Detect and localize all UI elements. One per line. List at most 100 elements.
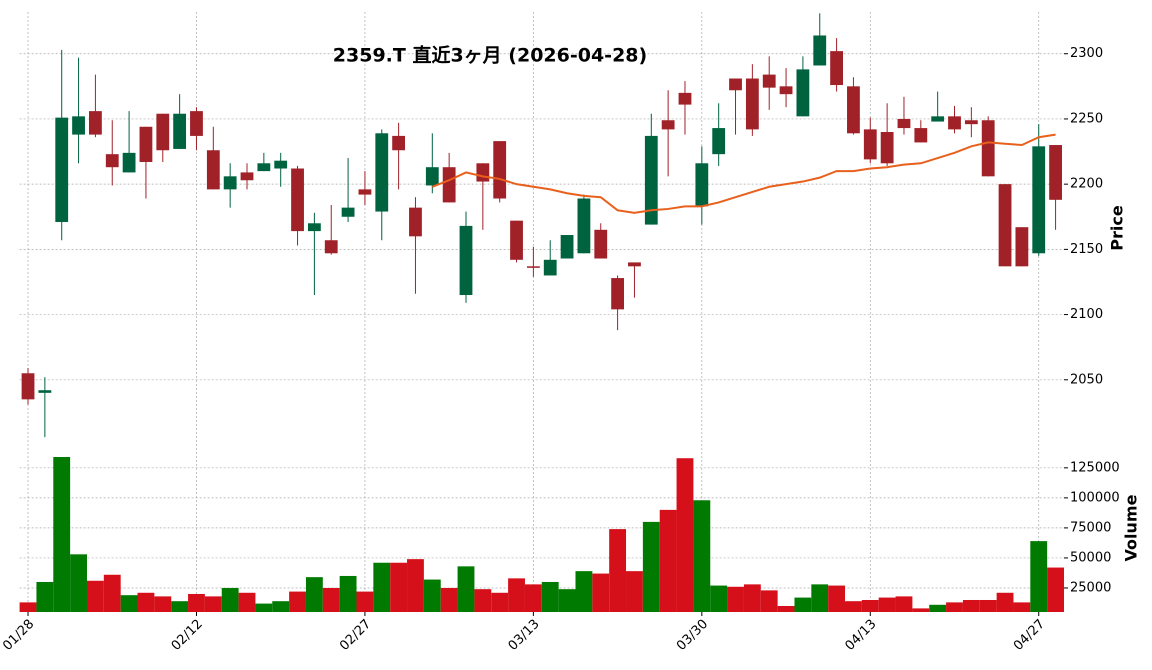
volume-bar [305, 577, 323, 612]
candle-body [779, 86, 793, 95]
candle-body [190, 111, 203, 136]
volume-bar [322, 587, 340, 612]
y-tick-label: 2300 [1070, 46, 1103, 61]
volume-bar [524, 584, 542, 612]
volume-bar [137, 592, 155, 612]
volume-bar [339, 575, 357, 612]
candle-body [981, 120, 995, 177]
x-tick-label: 02/12 [169, 617, 206, 654]
volume-bar [423, 579, 441, 612]
candle-body [105, 154, 119, 168]
candle-body [543, 259, 557, 276]
volume-bar [474, 589, 492, 612]
volume-axis-label: Volume [1122, 494, 1141, 561]
candle-body [72, 116, 85, 135]
volume-bar [609, 529, 627, 612]
candle-body [830, 51, 843, 86]
candle-body [762, 74, 776, 88]
candle-body [459, 225, 473, 296]
candle-body [240, 172, 254, 181]
candle-body [931, 116, 945, 122]
volume-bar [407, 559, 424, 612]
volume-bar [238, 592, 256, 612]
y-axis-label: Price [1108, 205, 1127, 251]
candle-body [358, 189, 372, 195]
candle-body [324, 240, 338, 254]
volume-bar [120, 595, 138, 612]
volume-bar [727, 586, 744, 612]
volume-bar [1030, 541, 1048, 612]
volume-bar [1047, 567, 1064, 612]
x-tick-label: 04/27 [1011, 617, 1048, 654]
candle-body [628, 262, 641, 267]
volume-tick-label: 125000 [1070, 460, 1120, 475]
candle-body [560, 235, 574, 259]
candle-body [257, 163, 271, 172]
volume-bar [204, 596, 222, 612]
candle-body [392, 135, 406, 151]
volume-tick-label: 25000 [1070, 580, 1111, 595]
candle-body [745, 78, 759, 130]
candle-body [644, 135, 658, 225]
candle-body [914, 128, 928, 143]
volume-bar [693, 500, 711, 612]
candle-body [409, 207, 422, 237]
volume-bar [760, 590, 778, 612]
volume-bar [777, 605, 795, 612]
volume-bar [541, 581, 559, 612]
x-tick-label: 03/13 [506, 617, 543, 654]
candle-body [897, 118, 911, 129]
volume-bar [659, 509, 677, 612]
candle-body [611, 278, 625, 310]
volume-tick-label: 75000 [1070, 520, 1111, 535]
candle-body [948, 116, 961, 130]
volume-bar [36, 581, 54, 612]
candle-body [274, 160, 288, 169]
volume-bar [491, 592, 509, 612]
candle-body [813, 35, 827, 66]
y-tick-label: 2200 [1070, 177, 1103, 192]
candle-body [476, 163, 490, 182]
volume-bar [962, 599, 980, 612]
candle-body [156, 113, 170, 151]
volume-bar [828, 585, 846, 612]
candle-body [425, 167, 439, 186]
volume-bar [272, 601, 290, 612]
volume-bar [289, 591, 306, 612]
volume-bar [70, 554, 87, 612]
candle-body [594, 229, 608, 259]
y-tick-label: 2150 [1070, 242, 1103, 257]
volume-bar [811, 584, 829, 612]
volume-bar [861, 599, 879, 612]
volume-bar [356, 591, 374, 612]
candle-body [712, 128, 726, 155]
volume-bar [440, 587, 458, 612]
candle-body [493, 141, 507, 199]
candle-body [729, 78, 742, 91]
candle-body [341, 207, 355, 217]
volume-bar [946, 602, 963, 612]
candle-body [695, 163, 709, 207]
x-tick-label: 04/13 [842, 617, 879, 654]
volume-bar [508, 578, 525, 612]
candle-body [307, 223, 321, 232]
volume-bar [592, 573, 610, 612]
volume-bar [558, 589, 576, 612]
volume-bar [188, 593, 205, 612]
candle-body [173, 113, 187, 149]
candle-body [863, 129, 877, 160]
y-tick-label: 2100 [1070, 307, 1103, 322]
volume-bar [979, 599, 997, 612]
candle-body [21, 373, 35, 400]
y-tick-label: 2050 [1070, 372, 1103, 387]
volume-bar [845, 601, 862, 612]
volume-bar [373, 562, 391, 612]
volume-bar [575, 571, 593, 612]
volume-bar [878, 597, 896, 612]
candle-body [89, 111, 102, 135]
candle-body [375, 133, 389, 212]
chart-title: 2359.T 直近3ヶ月 (2026-04-28) [333, 44, 647, 67]
candle-body [55, 117, 69, 222]
